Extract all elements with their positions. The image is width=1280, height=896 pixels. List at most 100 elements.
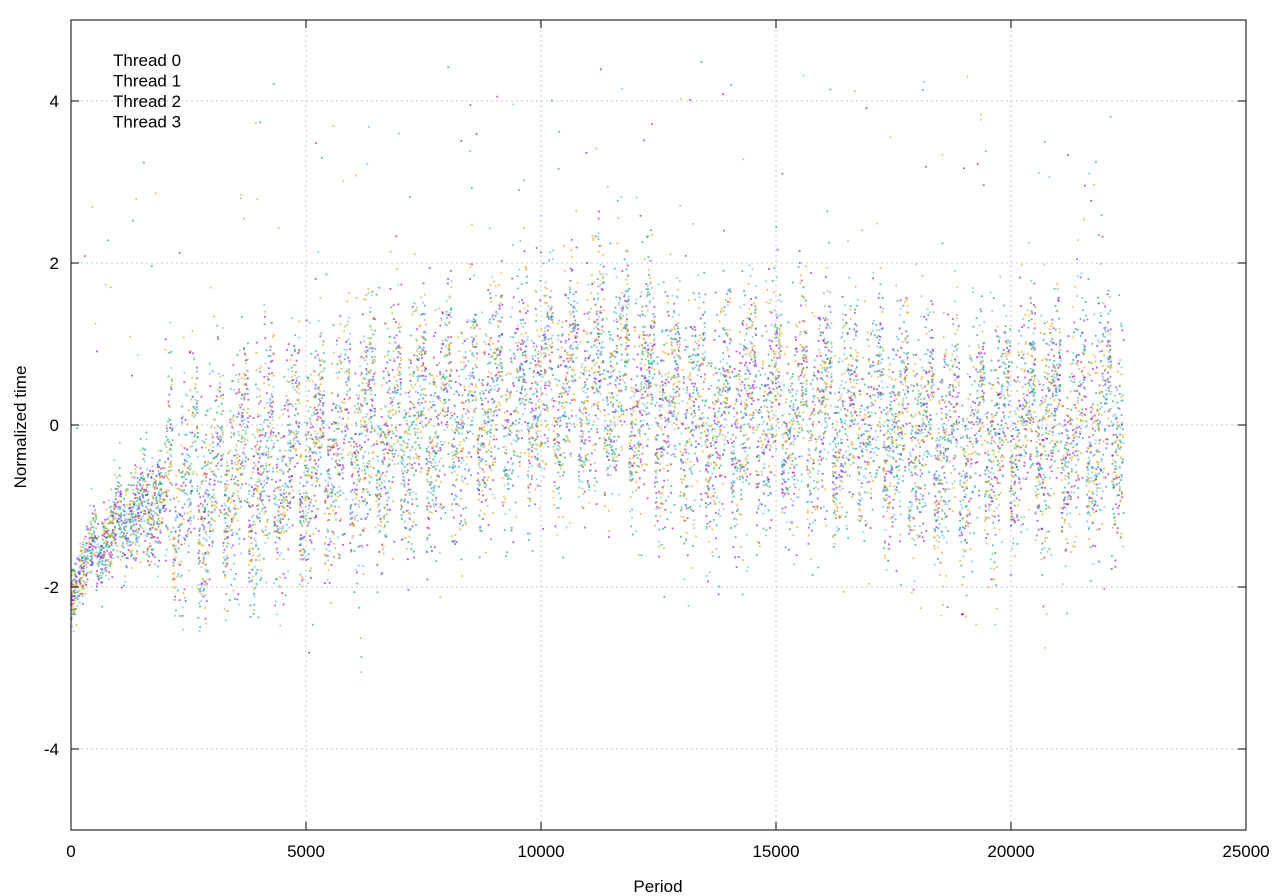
data-point (204, 552, 206, 555)
data-point (659, 448, 662, 450)
data-point (517, 328, 519, 330)
data-point (201, 480, 203, 483)
data-point (354, 451, 356, 454)
data-point (565, 422, 568, 425)
data-point (410, 548, 413, 551)
data-point (287, 518, 290, 521)
data-point (523, 378, 526, 381)
data-point (638, 410, 641, 412)
data-point (875, 472, 878, 475)
data-point (409, 334, 412, 337)
data-point (525, 275, 528, 278)
data-point (574, 324, 576, 327)
data-point (144, 512, 147, 515)
data-point (94, 554, 97, 557)
data-point (836, 476, 839, 479)
data-point (1088, 436, 1091, 439)
data-point (226, 525, 229, 527)
data-point (1072, 452, 1075, 455)
data-point (635, 388, 637, 391)
data-point (722, 93, 725, 96)
data-point (145, 506, 148, 508)
data-point (713, 414, 716, 417)
data-point (154, 540, 157, 543)
data-point (646, 235, 649, 238)
data-point (81, 559, 84, 562)
data-point (1023, 324, 1025, 327)
data-point (626, 264, 629, 267)
data-point (302, 558, 305, 561)
data-point (498, 335, 501, 337)
data-point (93, 537, 96, 539)
data-point (92, 539, 95, 542)
data-point (700, 498, 703, 501)
data-point (569, 344, 572, 347)
data-point (299, 511, 301, 513)
data-point (510, 360, 513, 363)
data-point (1033, 388, 1035, 391)
data-point (258, 456, 261, 459)
data-point (862, 433, 865, 435)
data-point (178, 251, 181, 254)
data-point (792, 434, 795, 437)
data-point (785, 432, 788, 435)
data-point (73, 613, 76, 616)
data-point (849, 404, 852, 407)
data-point (595, 313, 598, 316)
data-point (1072, 446, 1075, 449)
data-point (386, 391, 389, 394)
data-point (1053, 365, 1055, 367)
data-point (972, 423, 975, 426)
data-point (419, 414, 422, 417)
data-point (718, 407, 721, 410)
data-point (478, 488, 481, 491)
data-point (902, 304, 905, 307)
data-point (723, 449, 726, 452)
data-point (327, 484, 330, 487)
data-point (1107, 312, 1110, 315)
data-point (175, 483, 178, 486)
data-point (1039, 510, 1042, 513)
data-point (826, 375, 828, 377)
data-point (247, 398, 250, 401)
data-point (614, 355, 617, 358)
data-point (338, 464, 341, 467)
data-point (605, 451, 608, 453)
data-point (1119, 441, 1122, 444)
data-point (207, 510, 210, 513)
data-point (411, 467, 414, 469)
data-point (655, 514, 657, 517)
data-point (453, 412, 456, 415)
data-point (929, 427, 932, 430)
data-point (995, 477, 998, 480)
data-point (151, 553, 154, 556)
data-point (941, 399, 944, 401)
data-point (985, 416, 988, 419)
data-point (1065, 612, 1068, 615)
data-point (723, 370, 726, 373)
data-point (476, 439, 479, 441)
data-point (686, 517, 689, 520)
data-point (423, 331, 425, 334)
data-point (666, 399, 669, 402)
data-point (259, 400, 262, 403)
data-point (1033, 303, 1035, 306)
data-point (364, 377, 366, 380)
data-point (226, 530, 229, 533)
data-point (91, 564, 93, 567)
data-point (1083, 386, 1086, 389)
data-point (1012, 438, 1015, 441)
data-point (446, 391, 449, 393)
data-point (1029, 342, 1032, 345)
data-point (565, 320, 568, 322)
data-point (579, 456, 582, 459)
data-point (598, 210, 600, 213)
data-point (849, 399, 852, 402)
data-point (528, 441, 531, 444)
data-point (893, 425, 896, 428)
data-point (104, 559, 107, 562)
data-point (691, 327, 694, 330)
data-point (989, 483, 992, 486)
data-point (118, 481, 120, 484)
data-point (471, 374, 474, 377)
